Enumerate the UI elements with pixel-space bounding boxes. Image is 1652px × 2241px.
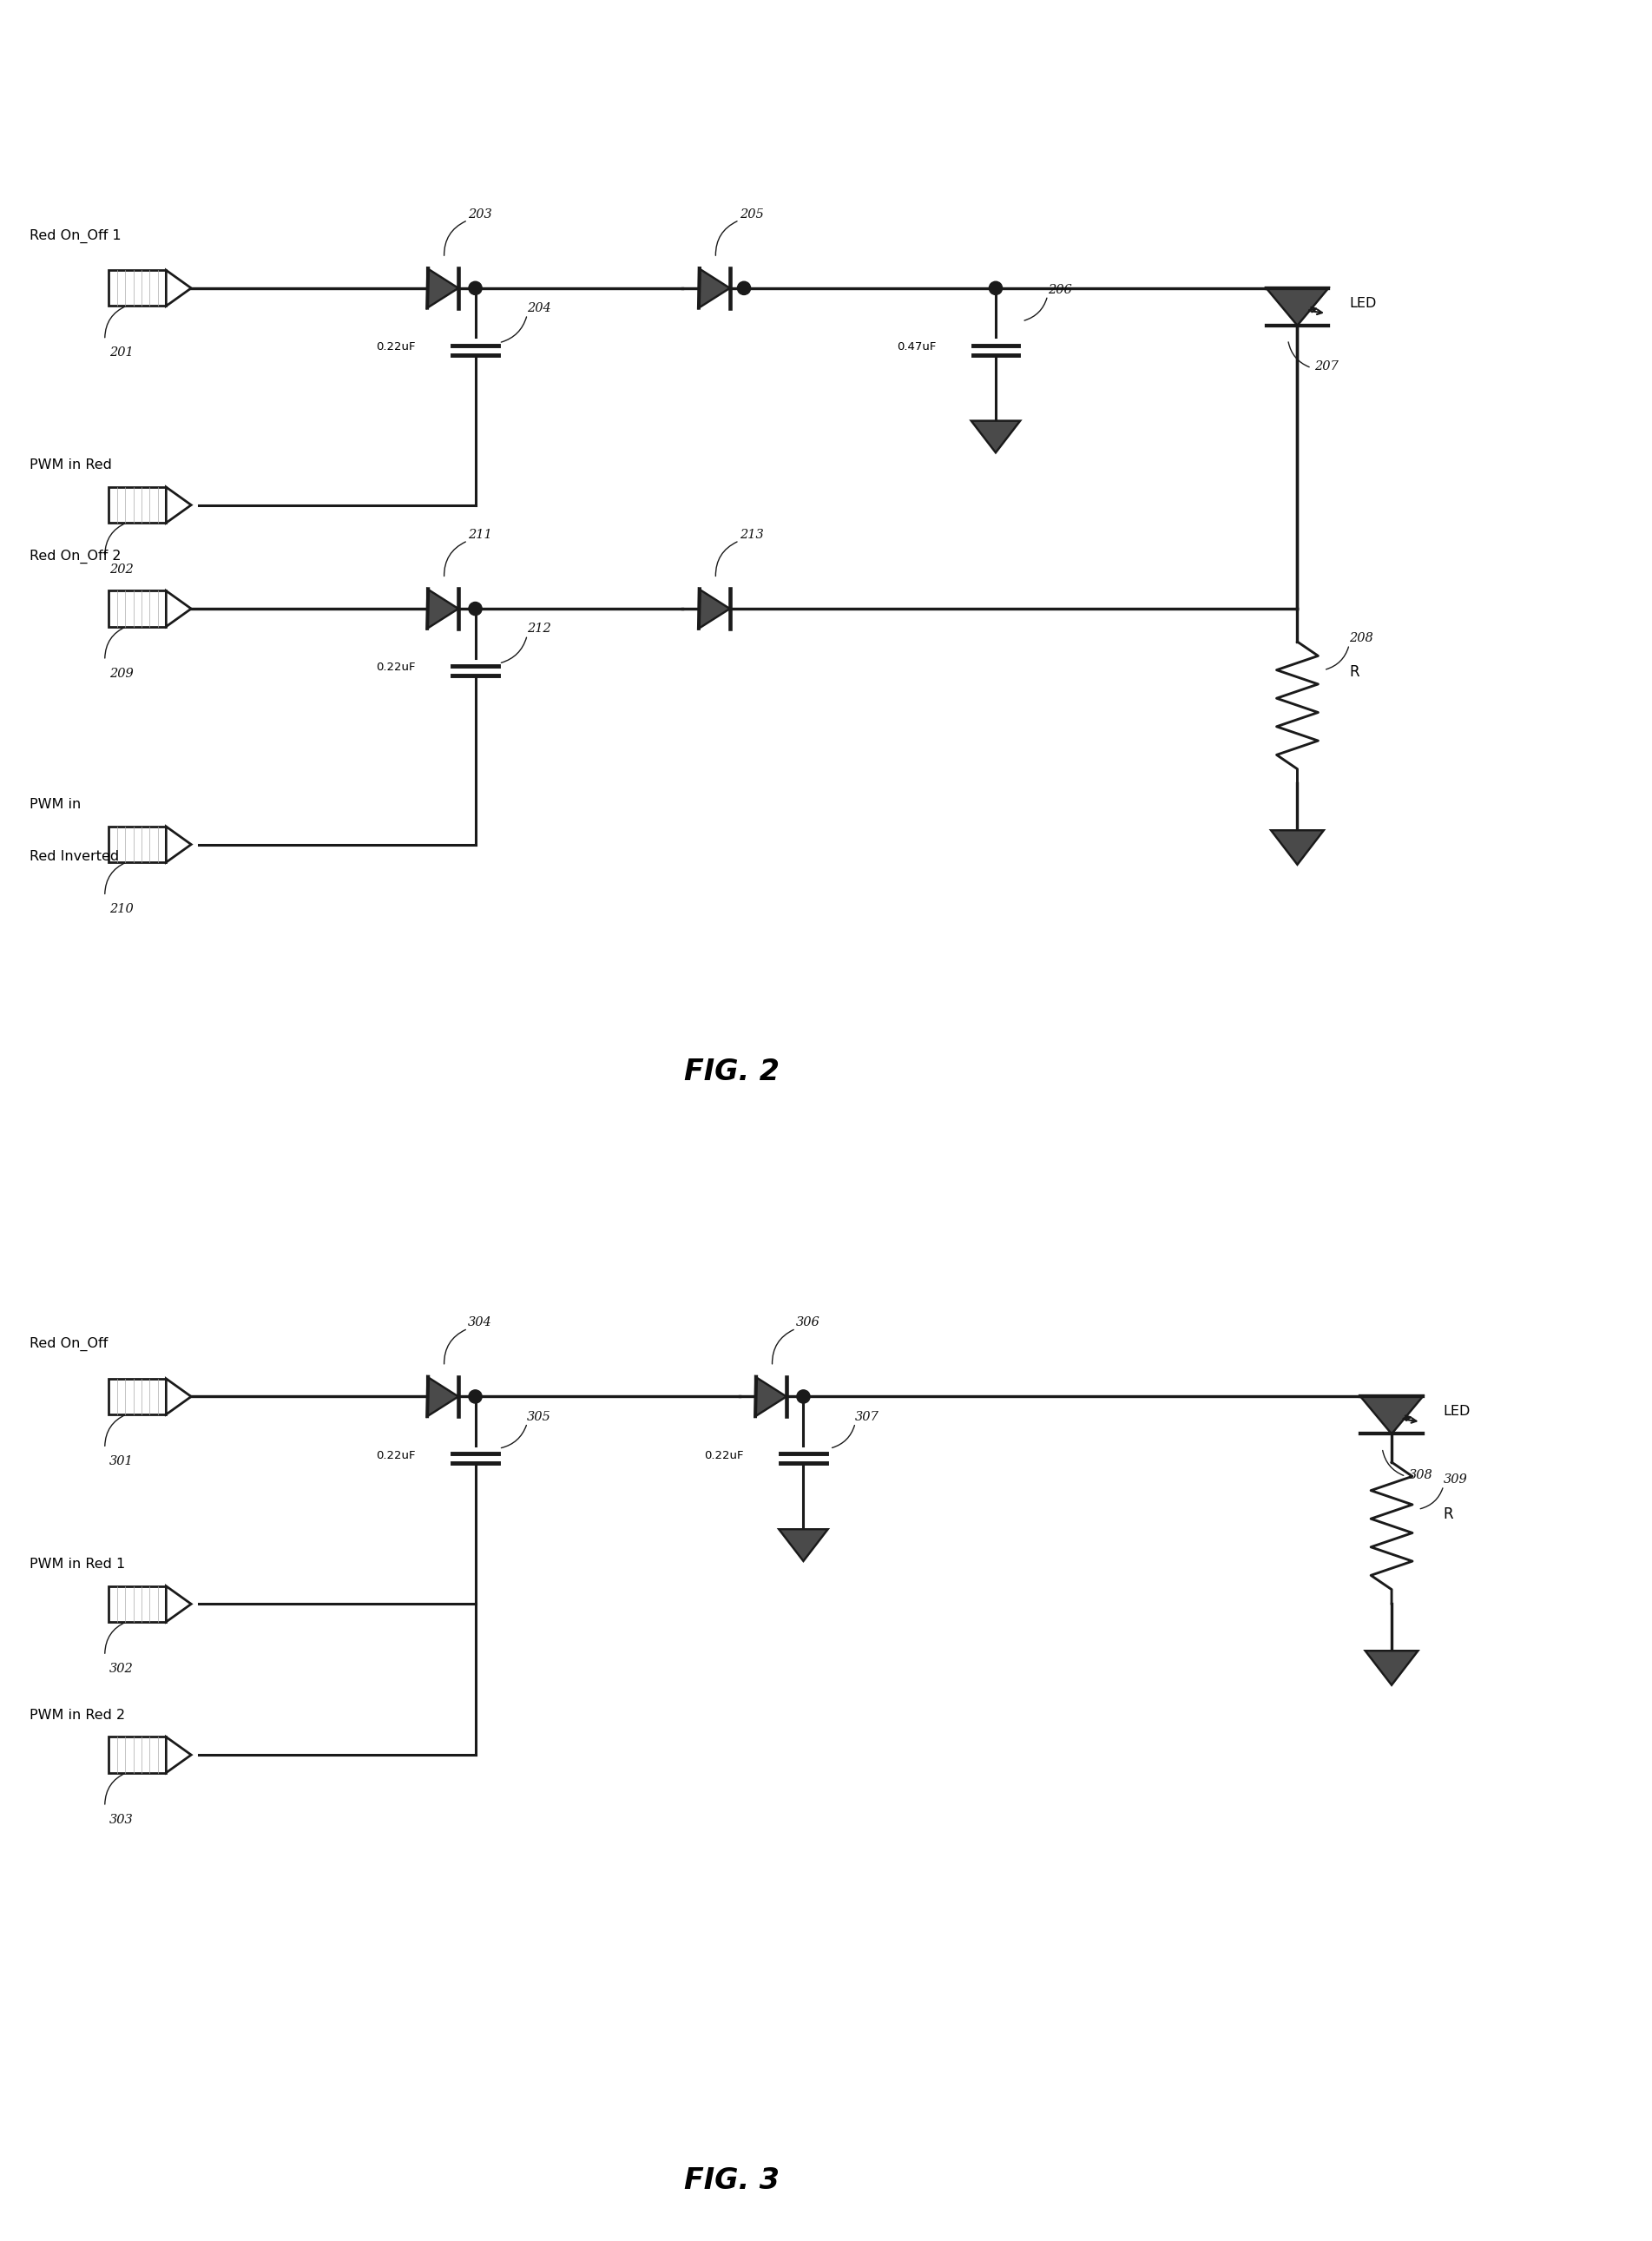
Text: 302: 302 bbox=[109, 1663, 134, 1674]
Text: Red On_Off 2: Red On_Off 2 bbox=[30, 549, 121, 562]
Circle shape bbox=[469, 1389, 482, 1403]
Text: 212: 212 bbox=[527, 623, 552, 634]
Polygon shape bbox=[167, 1587, 192, 1622]
Text: FIG. 2: FIG. 2 bbox=[684, 1058, 780, 1087]
Text: 0.47uF: 0.47uF bbox=[897, 341, 937, 352]
Text: LED: LED bbox=[1350, 296, 1376, 309]
Text: 213: 213 bbox=[740, 529, 763, 540]
Circle shape bbox=[990, 282, 1003, 296]
Bar bbox=[109, 271, 167, 307]
Polygon shape bbox=[428, 269, 458, 307]
Text: 201: 201 bbox=[109, 347, 134, 359]
Text: 305: 305 bbox=[527, 1412, 552, 1423]
Text: PWM in Red: PWM in Red bbox=[30, 459, 112, 473]
Text: 308: 308 bbox=[1409, 1468, 1432, 1481]
Text: 0.22uF: 0.22uF bbox=[377, 341, 416, 352]
Text: Red Inverted: Red Inverted bbox=[30, 849, 119, 863]
Text: 0.22uF: 0.22uF bbox=[377, 661, 416, 672]
Text: 204: 204 bbox=[527, 303, 552, 314]
Polygon shape bbox=[428, 1376, 458, 1416]
Circle shape bbox=[796, 1389, 809, 1403]
Text: 309: 309 bbox=[1444, 1475, 1467, 1486]
Polygon shape bbox=[699, 589, 730, 627]
Bar bbox=[109, 486, 167, 522]
Circle shape bbox=[469, 603, 482, 616]
Polygon shape bbox=[778, 1528, 828, 1562]
Text: 307: 307 bbox=[856, 1412, 879, 1423]
Polygon shape bbox=[699, 269, 730, 307]
Polygon shape bbox=[971, 421, 1021, 453]
Text: 210: 210 bbox=[109, 903, 134, 914]
Bar bbox=[109, 592, 167, 627]
Text: R: R bbox=[1350, 663, 1360, 679]
Text: 0.22uF: 0.22uF bbox=[704, 1450, 743, 1461]
Polygon shape bbox=[167, 1737, 192, 1773]
Polygon shape bbox=[428, 589, 458, 627]
Text: 303: 303 bbox=[109, 1813, 134, 1826]
Polygon shape bbox=[1361, 1396, 1422, 1434]
Text: 207: 207 bbox=[1315, 361, 1338, 372]
Text: 202: 202 bbox=[109, 562, 134, 576]
Bar bbox=[109, 827, 167, 863]
Circle shape bbox=[469, 282, 482, 296]
Text: 209: 209 bbox=[109, 668, 134, 679]
Text: FIG. 3: FIG. 3 bbox=[684, 2167, 780, 2194]
Text: PWM in Red 2: PWM in Red 2 bbox=[30, 1708, 126, 1721]
Text: 205: 205 bbox=[740, 208, 763, 220]
Text: LED: LED bbox=[1444, 1405, 1470, 1419]
Bar bbox=[109, 1737, 167, 1773]
Bar bbox=[109, 1378, 167, 1414]
Text: PWM in: PWM in bbox=[30, 798, 81, 811]
Text: 203: 203 bbox=[468, 208, 492, 220]
Polygon shape bbox=[167, 486, 192, 522]
Text: PWM in Red 1: PWM in Red 1 bbox=[30, 1557, 126, 1571]
Bar bbox=[109, 1587, 167, 1622]
Text: Red On_Off: Red On_Off bbox=[30, 1338, 107, 1351]
Polygon shape bbox=[755, 1376, 786, 1416]
Text: 306: 306 bbox=[796, 1315, 819, 1329]
Text: 0.22uF: 0.22uF bbox=[377, 1450, 416, 1461]
Polygon shape bbox=[167, 1378, 192, 1414]
Text: Red On_Off 1: Red On_Off 1 bbox=[30, 229, 121, 242]
Polygon shape bbox=[1270, 829, 1323, 865]
Polygon shape bbox=[167, 827, 192, 863]
Text: 211: 211 bbox=[468, 529, 492, 540]
Text: 206: 206 bbox=[1047, 285, 1072, 296]
Text: 301: 301 bbox=[109, 1454, 134, 1468]
Polygon shape bbox=[167, 271, 192, 307]
Text: 208: 208 bbox=[1350, 632, 1373, 645]
Polygon shape bbox=[167, 592, 192, 627]
Circle shape bbox=[737, 282, 750, 296]
Text: R: R bbox=[1444, 1506, 1454, 1522]
Polygon shape bbox=[1265, 289, 1328, 325]
Polygon shape bbox=[1365, 1652, 1417, 1685]
Text: 304: 304 bbox=[468, 1315, 492, 1329]
